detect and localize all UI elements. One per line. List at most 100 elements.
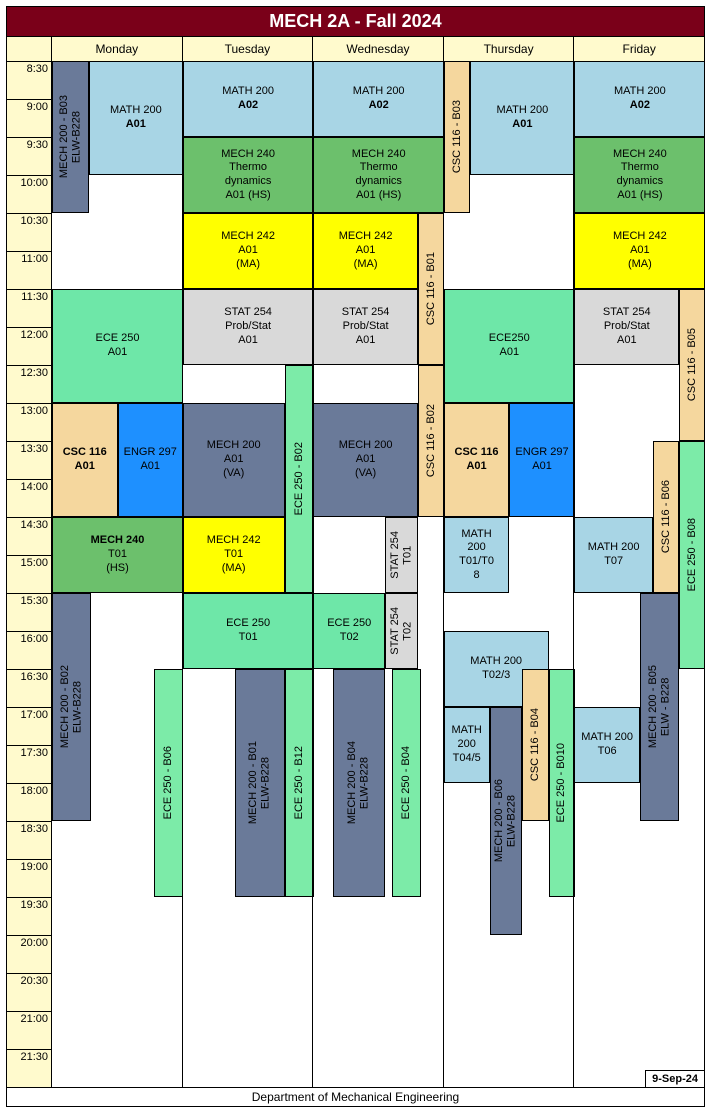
time-label: 15:30 — [7, 593, 51, 631]
time-label: 13:00 — [7, 403, 51, 441]
block-text-line: A01 — [512, 118, 532, 132]
block-text-vertical: ECE 250 - B04 — [400, 746, 413, 819]
block-text-line: STAT 254 — [224, 306, 272, 320]
block-text-line: dynamics — [225, 175, 271, 189]
course-block: CSC 116 - B04 — [522, 669, 548, 821]
header-time-spacer — [7, 37, 51, 61]
block-text-line: (VA) — [355, 467, 376, 481]
block-text-line: ENGR 297 — [124, 446, 177, 460]
block-text-vertical: CSC 116 - B02 — [425, 404, 438, 477]
block-text-line: MECH 200 — [339, 439, 393, 453]
course-block: MECH 242A01(MA) — [574, 213, 705, 289]
course-block: STAT 254Prob/StatA01 — [574, 289, 679, 365]
time-label: 16:00 — [7, 631, 51, 669]
day-header: Tuesday — [182, 37, 313, 61]
block-text-line: A02 — [238, 99, 258, 113]
course-block: CSC 116 - B01 — [418, 213, 444, 365]
time-label: 15:00 — [7, 555, 51, 593]
block-text-line: MATH 200 — [588, 541, 640, 555]
day-column: MATH 200A02MECH 240ThermodynamicsA01 (HS… — [182, 61, 313, 1087]
day-header: Thursday — [443, 37, 574, 61]
course-block: CSC 116 - B06 — [653, 441, 679, 593]
block-text-line: A01 — [75, 460, 95, 474]
time-label: 20:30 — [7, 973, 51, 1011]
block-text-line: Thermo — [621, 161, 659, 175]
block-text-line: Prob/Stat — [604, 320, 650, 334]
block-text-line: MECH 242 — [339, 230, 393, 244]
block-text-line: Thermo — [360, 161, 398, 175]
block-text-line: A01 — [140, 460, 160, 474]
block-text-vertical: MECH 200 - B01ELW-B228 — [247, 741, 272, 824]
day-header: Wednesday — [312, 37, 443, 61]
course-block: CSC 116A01 — [444, 403, 510, 517]
block-text-vertical: MECH 200 - B06ELW-B228 — [493, 779, 518, 862]
block-text-line: (MA) — [222, 562, 246, 576]
block-text-line: MATH — [452, 724, 482, 738]
time-label: 14:00 — [7, 479, 51, 517]
course-block: MECH 242A01(MA) — [183, 213, 314, 289]
time-label: 14:30 — [7, 517, 51, 555]
block-text-line: Prob/Stat — [343, 320, 389, 334]
block-text-line: Prob/Stat — [225, 320, 271, 334]
block-text-vertical: ECE 250 - B010 — [555, 743, 568, 823]
course-block: MATH 200A01 — [89, 61, 183, 175]
time-label: 18:30 — [7, 821, 51, 859]
time-label: 21:00 — [7, 1011, 51, 1049]
block-text-line: MATH 200 — [222, 85, 274, 99]
footer: Department of Mechanical Engineering — [7, 1087, 704, 1106]
time-label: 17:00 — [7, 707, 51, 745]
course-block: MECH 200 - B06ELW-B228 — [490, 707, 523, 935]
schedule-body: 8:309:009:3010:0010:3011:0011:3012:0012:… — [7, 61, 704, 1087]
block-text-vertical: CSC 116 - B06 — [660, 480, 673, 553]
block-text-line: A01 — [356, 453, 376, 467]
block-text-line: 8 — [473, 569, 479, 583]
block-text-vertical: ECE 250 - B06 — [162, 746, 175, 819]
block-text-line: A01 — [499, 346, 519, 360]
block-text-line: A01 — [126, 118, 146, 132]
block-text-line: MATH 200 — [614, 85, 666, 99]
course-block: CSC 116A01 — [52, 403, 118, 517]
block-text-line: ENGR 297 — [515, 446, 568, 460]
course-block: ECE 250T01 — [183, 593, 314, 669]
block-text-line: A01 — [466, 460, 486, 474]
day-header: Friday — [573, 37, 704, 61]
block-text-line: MECH 242 — [207, 534, 261, 548]
day-column: CSC 116 - B03MATH 200A01ECE250A01CSC 116… — [443, 61, 574, 1087]
block-text-line: A02 — [630, 99, 650, 113]
block-text-line: MECH 240 — [91, 534, 145, 548]
course-block: MATH200T01/T08 — [444, 517, 510, 593]
block-text-line: MATH 200 — [496, 104, 548, 118]
time-label: 12:30 — [7, 365, 51, 403]
block-text-line: dynamics — [617, 175, 663, 189]
course-block: MECH 200 - B05ELW - B228 — [640, 593, 679, 821]
block-text-vertical: ECE 250 - B08 — [686, 518, 699, 591]
block-text-line: MECH 240 — [221, 148, 275, 162]
block-text-line: A01 — [238, 334, 258, 348]
course-block: ECE 250T02 — [313, 593, 385, 669]
time-label: 12:00 — [7, 327, 51, 365]
date-box: 9-Sep-24 — [645, 1070, 704, 1087]
block-text-line: MECH 240 — [613, 148, 667, 162]
day-header: Monday — [51, 37, 182, 61]
course-block: MATH 200A02 — [574, 61, 705, 137]
course-block: MATH 200A02 — [313, 61, 444, 137]
course-block: ECE 250 - B02 — [285, 365, 314, 593]
header-row: MondayTuesdayWednesdayThursdayFriday — [7, 37, 704, 61]
time-label: 17:30 — [7, 745, 51, 783]
block-text-line: T02/3 — [482, 669, 510, 683]
block-text-line: A01 — [630, 244, 650, 258]
time-column: 8:309:009:3010:0010:3011:0011:3012:0012:… — [7, 61, 51, 1087]
block-text-line: STAT 254 — [342, 306, 390, 320]
course-block: ECE 250 - B06 — [154, 669, 183, 897]
course-block: ECE250A01 — [444, 289, 575, 403]
block-text-line: T06 — [598, 745, 617, 759]
course-block: MECH 240ThermodynamicsA01 (HS) — [574, 137, 705, 213]
time-label: 18:00 — [7, 783, 51, 821]
course-block: CSC 116 - B02 — [418, 365, 444, 517]
course-block: MATH 200T07 — [574, 517, 653, 593]
course-block: MATH 200T06 — [574, 707, 640, 783]
time-label: 20:00 — [7, 935, 51, 973]
title-bar: MECH 2A - Fall 2024 — [7, 7, 704, 37]
course-block: MATH 200A01 — [470, 61, 575, 175]
block-text-line: ECE250 — [489, 332, 530, 346]
